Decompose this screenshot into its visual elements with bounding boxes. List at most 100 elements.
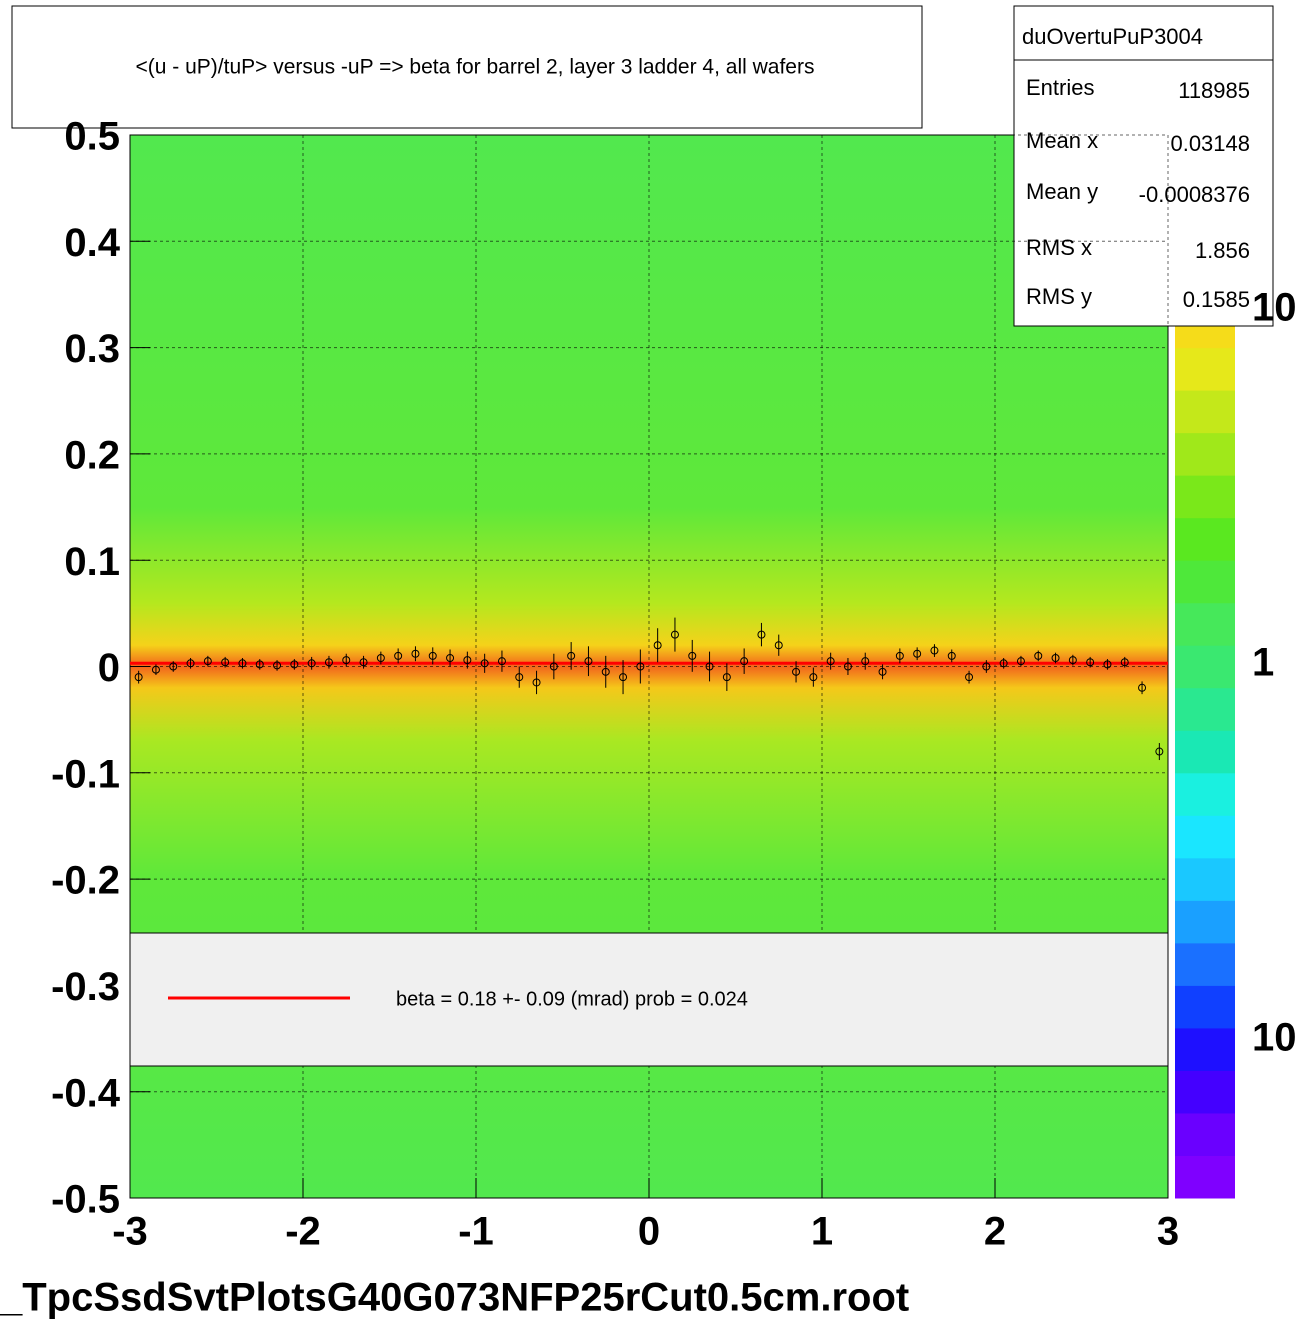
profile-point [619,673,628,682]
colorbar-label: 10 [1252,286,1297,330]
profile-point [134,673,143,682]
chart-title: <(u - uP)/tuP> versus -uP => beta for ba… [136,56,815,79]
y-tick-label: -0.2 [51,859,120,903]
y-tick-label: 0.5 [64,115,120,159]
profile-point [670,630,679,639]
profile-point [982,662,991,671]
colorbar-label: 1 [1252,641,1274,685]
x-tick-label: -3 [112,1210,148,1254]
profile-point [774,641,783,650]
profile-point [497,657,506,666]
y-tick-label: 0.1 [64,540,120,584]
x-tick-label: -2 [285,1210,321,1254]
y-tick-label: -0.1 [51,752,120,796]
profile-point [411,649,420,658]
profile-point [947,651,956,660]
y-tick-label: -0.3 [51,965,120,1009]
legend-label: beta = 0.18 +- 0.09 (mrad) prob = 0.024 [396,988,748,1010]
colorbar-cell [1175,857,1235,901]
colorbar-cell [1175,517,1235,561]
profile-point [843,662,852,671]
profile-point [826,657,835,666]
profile-point [463,656,472,665]
colorbar-cell [1175,687,1235,731]
profile-point [809,673,818,682]
stats-value: 118985 [1178,78,1250,103]
x-tick-label: 3 [1157,1210,1179,1254]
profile-point [1016,657,1025,666]
profile-point [480,659,489,668]
profile-point [238,659,247,668]
profile-point [584,657,593,666]
profile-point [636,662,645,671]
colorbar-cell [1175,730,1235,774]
colorbar-cell [1175,432,1235,476]
stats-label: Entries [1026,75,1094,100]
y-tick-label: -0.5 [51,1178,120,1222]
profile-point [757,630,766,639]
stats-box [1013,5,1274,327]
file-label: _TpcSsdSvtPlotsG40G073NFP25rCut0.5cm.roo… [0,1276,909,1320]
profile-point [913,649,922,658]
y-tick-label: 0.4 [64,221,120,265]
stats-label: Mean x [1026,128,1098,153]
profile-point [722,673,731,682]
colorbar-cell [1175,772,1235,816]
stats-value: 1.856 [1195,238,1250,263]
profile-point [342,656,351,665]
colorbar-cell [1175,560,1235,604]
stats-label: RMS y [1026,284,1092,309]
colorbar-cell [1175,1070,1235,1114]
x-tick-label: 0 [638,1210,660,1254]
y-tick-label: -0.4 [51,1071,121,1115]
y-tick-label: 0 [98,646,120,690]
profile-point [705,662,714,671]
profile-point [151,665,160,674]
profile-point [688,651,697,660]
x-tick-label: 2 [984,1210,1006,1254]
profile-point [394,651,403,660]
stats-label: RMS x [1026,235,1092,260]
profile-point [601,667,610,676]
profile-point [186,659,195,668]
colorbar-cell [1175,985,1235,1029]
profile-point [567,651,576,660]
colorbar-cell [1175,900,1235,944]
profile-point [376,653,385,662]
profile-point [532,678,541,687]
profile-point [290,660,299,669]
profile-point [999,659,1008,668]
profile-point [273,661,282,670]
profile-point [324,658,333,667]
colorbar-cell [1175,602,1235,646]
profile-point [1138,683,1147,692]
profile-point [792,667,801,676]
profile-point [1155,747,1164,756]
colorbar-cell [1175,645,1235,689]
colorbar-cell [1175,1027,1235,1071]
profile-point [221,658,230,667]
profile-point [446,653,455,662]
profile-point [359,658,368,667]
stats-label: Mean y [1026,179,1098,204]
profile-point [307,659,316,668]
stats-value: 0.1585 [1183,287,1250,312]
profile-point [203,657,212,666]
x-tick-label: 1 [811,1210,833,1254]
colorbar-cell [1175,942,1235,986]
profile-point [549,662,558,671]
colorbar-cell [1175,815,1235,859]
stats-value: 0.03148 [1170,131,1250,156]
colorbar-cell [1175,1112,1235,1156]
x-tick-label: -1 [458,1210,494,1254]
profile-point [515,673,524,682]
profile-point [930,646,939,655]
profile-point [255,660,264,669]
profile-point [1068,656,1077,665]
profile-point [965,673,974,682]
profile-point [1051,653,1060,662]
profile-point [1086,658,1095,667]
colorbar-cell [1175,1155,1235,1199]
profile-point [1120,658,1129,667]
